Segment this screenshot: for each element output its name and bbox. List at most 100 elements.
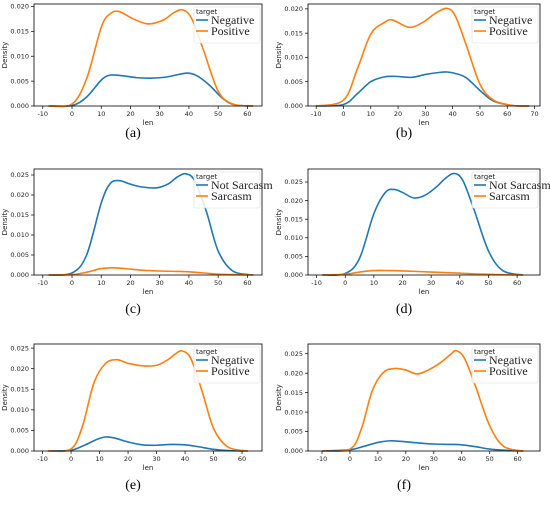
y-tick-label: 0.010 (10, 231, 29, 239)
x-tick-label: 40 (185, 110, 193, 118)
x-tick-label: 0 (70, 110, 74, 118)
x-tick-label: 20 (126, 110, 134, 118)
x-tick-label: 50 (486, 455, 494, 463)
plot-frame (33, 168, 263, 276)
x-tick-label: 60 (243, 279, 251, 287)
y-axis-label: Density (275, 384, 283, 411)
y-tick-label: 0.005 (10, 77, 29, 85)
x-tick-label: -10 (37, 455, 48, 463)
y-tick-label: 0.000 (10, 271, 29, 279)
x-axis-label: len (419, 464, 430, 472)
x-tick-label: 60 (243, 110, 251, 118)
y-tick-label: 0.025 (284, 350, 303, 358)
series-line-sarcasm (322, 269, 523, 276)
x-tick-label: 20 (126, 279, 134, 287)
panel-caption: (b) (395, 126, 413, 141)
x-tick-label: 10 (367, 110, 375, 118)
x-tick-label: 50 (214, 279, 222, 287)
series-line-positive (48, 349, 248, 453)
legend-entry: Not Sarcasm (211, 178, 273, 192)
plot-frame (307, 168, 541, 276)
x-tick-label: 30 (427, 279, 435, 287)
y-tick-label: 0.005 (284, 428, 303, 436)
x-tick-label: -10 (37, 279, 48, 287)
y-tick-label: 0.000 (10, 102, 29, 110)
legend-entry: Positive (489, 24, 528, 38)
x-axis-label: len (419, 288, 430, 296)
x-tick-label: 30 (156, 279, 164, 287)
legend-box (193, 346, 261, 384)
legend-entry: Negative (489, 353, 532, 367)
y-tick-label: 0.020 (284, 369, 303, 377)
y-tick-label: 0.025 (10, 171, 29, 179)
chart-panel-6: -10 0 10 20 30 40 50 60 0.000 0.005 0.010 0.015 0.02… (275, 343, 541, 472)
x-tick-label: 10 (97, 279, 105, 287)
legend-entry: Positive (211, 24, 250, 38)
y-tick-label: 0.010 (284, 234, 303, 242)
panel-caption: (c) (125, 302, 141, 317)
y-tick-label: 0.015 (10, 385, 29, 393)
legend-entry: Negative (211, 13, 254, 27)
legend-entry: Sarcasm (489, 189, 530, 203)
x-tick-label: 30 (430, 455, 438, 463)
x-tick-label: 10 (97, 110, 105, 118)
x-tick-label: 20 (124, 455, 132, 463)
x-axis-label: len (143, 464, 154, 472)
x-tick-label: 70 (530, 110, 538, 118)
x-tick-label: 50 (476, 110, 484, 118)
panel-caption: (d) (395, 302, 413, 317)
legend-entry: Sarcasm (211, 189, 252, 203)
y-tick-label: 0.020 (284, 197, 303, 205)
x-tick-label: 40 (181, 455, 189, 463)
legend-entry: Positive (211, 364, 250, 378)
y-tick-label: 0.000 (10, 447, 29, 455)
y-axis-label: Density (1, 42, 9, 69)
y-tick-label: 0.010 (10, 52, 29, 60)
legend-box (193, 171, 261, 209)
series-line-positive (316, 7, 530, 107)
y-tick-label: 0.000 (284, 447, 303, 455)
y-axis-label: Density (1, 384, 9, 411)
x-tick-label: 10 (95, 455, 103, 463)
x-tick-label: 20 (394, 110, 402, 118)
y-tick-label: 0.010 (284, 54, 303, 62)
x-tick-label: 0 (343, 279, 347, 287)
legend-entry: Not Sarcasm (489, 178, 550, 192)
series-line-positive (321, 349, 524, 453)
x-tick-label: -10 (317, 455, 328, 463)
x-tick-label: 10 (374, 455, 382, 463)
x-tick-label: 20 (398, 279, 406, 287)
x-tick-label: -10 (311, 279, 322, 287)
plot-frame (33, 3, 263, 107)
y-tick-label: 0.020 (10, 3, 29, 11)
chart-panel-5: -10 0 10 20 30 40 50 60 0.000 0.005 0.010 0.015 0.02… (1, 343, 263, 472)
x-tick-label: 0 (69, 455, 73, 463)
y-tick-label: 0.015 (284, 29, 303, 37)
y-axis-label: Density (1, 209, 9, 236)
x-tick-label: 60 (513, 455, 521, 463)
panel-caption: (e) (125, 478, 141, 493)
x-tick-label: 60 (238, 455, 246, 463)
panel-caption: (a) (125, 126, 141, 141)
y-tick-label: 0.015 (284, 389, 303, 397)
legend-entry: Negative (211, 353, 254, 367)
chart-panel-2: -10 0 10 20 30 40 50 60 70 0.000 0.005 0.010 0.015 0.… (275, 3, 541, 127)
x-tick-label: 10 (370, 279, 378, 287)
legend-title: target (196, 8, 218, 16)
y-tick-label: 0.015 (10, 28, 29, 36)
series-line-negative (48, 436, 248, 452)
y-tick-label: 0.020 (10, 365, 29, 373)
panel-caption: (f) (397, 478, 411, 493)
x-tick-label: 20 (402, 455, 410, 463)
x-tick-label: 60 (513, 279, 521, 287)
y-axis-label: Density (275, 42, 283, 69)
y-tick-label: 0.020 (284, 5, 303, 13)
x-axis-label: len (143, 288, 154, 296)
x-tick-label: 0 (70, 279, 74, 287)
x-tick-label: 30 (152, 455, 160, 463)
